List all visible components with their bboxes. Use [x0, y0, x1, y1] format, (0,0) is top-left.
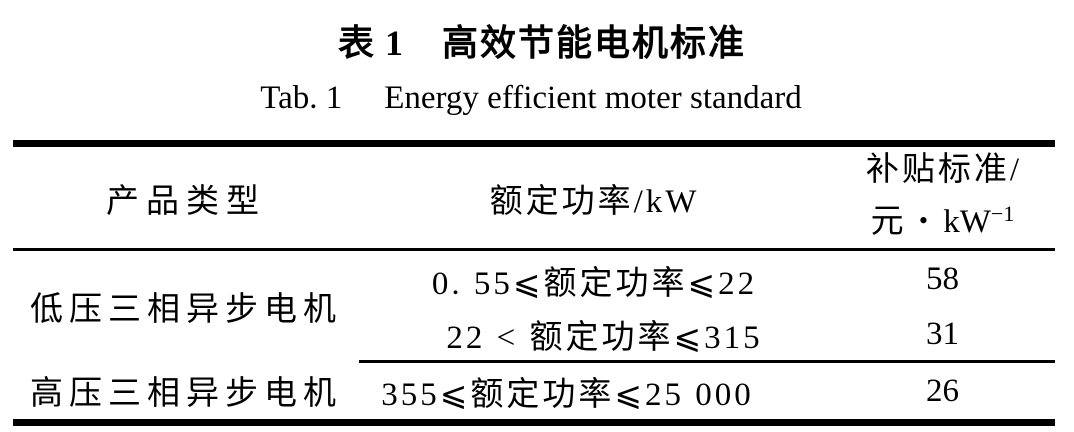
cell-product-low-voltage: 低压三相异步电机	[30, 290, 342, 328]
cell-product-high-voltage: 高压三相异步电机	[30, 374, 342, 412]
cell-power-range-3: 355⩽额定功率⩽25 000	[381, 375, 754, 413]
cell-power-range-1: 0. 55⩽额定功率⩽22	[431, 263, 758, 302]
header-row: 产品类型 额定功率/kW 补贴标准/ 元 • kW−1	[13, 143, 1055, 251]
cell-subsidy-2: 31	[830, 308, 1055, 363]
table-caption-zh: 表 1 高效节能电机标准	[0, 14, 1074, 66]
table-caption-en: Tab. 1 Energy efficient moter standard	[0, 80, 1062, 117]
table-number-zh: 表 1	[337, 23, 404, 63]
energy-motor-standard-table: 产品类型 额定功率/kW 补贴标准/ 元 • kW−1 低压三相异步电机 0. …	[13, 140, 1055, 426]
table-number-en: Tab. 1	[260, 80, 343, 116]
table-row: 22 < 额定功率⩽315 31	[13, 308, 1055, 363]
table-row: 低压三相异步电机 0. 55⩽额定功率⩽22 58	[13, 250, 1055, 327]
header-subsidy: 补贴标准/ 元 • kW−1	[830, 143, 1055, 251]
table-title-en: Energy efficient moter standard	[384, 80, 802, 116]
header-rated-power: 额定功率/kW	[359, 143, 830, 251]
table-title-zh: 高效节能电机标准	[442, 23, 747, 63]
cell-subsidy-1: 58	[926, 261, 959, 297]
table-row: 高压三相异步电机 355⩽额定功率⩽25 000 26	[13, 362, 1055, 423]
header-product-type: 产品类型	[13, 143, 359, 251]
cell-power-range-2: 22 < 额定功率⩽315	[359, 308, 830, 363]
cell-subsidy-3: 26	[926, 372, 959, 409]
